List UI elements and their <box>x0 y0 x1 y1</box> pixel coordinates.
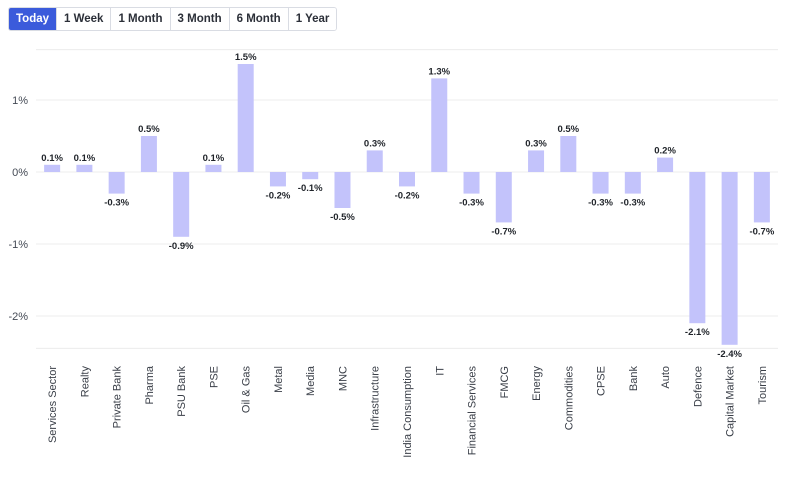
tab-3-month[interactable]: 3 Month <box>170 8 230 30</box>
data-label: 0.5% <box>138 124 160 135</box>
data-label: -0.1% <box>298 183 323 194</box>
data-label: -0.7% <box>491 226 516 237</box>
bar[interactable] <box>44 164 61 172</box>
bar[interactable] <box>495 172 512 223</box>
bar[interactable] <box>463 172 480 194</box>
data-label: 0.1% <box>41 153 63 164</box>
x-tick-label: PSU Bank <box>176 366 188 417</box>
y-tick-label: 1% <box>12 95 28 107</box>
tab-1-year[interactable]: 1 Year <box>288 8 337 30</box>
bar[interactable] <box>721 172 738 345</box>
x-tick-label: Private Bank <box>112 366 124 429</box>
y-tick-label: 0% <box>12 167 28 179</box>
bar[interactable] <box>657 157 674 172</box>
data-label: -2.4% <box>717 349 742 360</box>
data-label: 0.1% <box>203 153 225 164</box>
bar[interactable] <box>592 172 609 194</box>
bar[interactable] <box>334 172 351 208</box>
bar[interactable] <box>560 136 577 172</box>
data-label: -0.2% <box>395 190 420 201</box>
x-tick-label: Bank <box>628 366 640 392</box>
bar[interactable] <box>528 150 545 172</box>
tab-1-week[interactable]: 1 Week <box>57 8 112 30</box>
x-tick-label: Metal <box>273 366 285 393</box>
data-label: 1.5% <box>235 52 257 63</box>
bar[interactable] <box>173 172 190 237</box>
bar[interactable] <box>753 172 770 223</box>
x-tick-label: Financial Services <box>467 366 479 456</box>
x-tick-label: FMCG <box>499 366 511 398</box>
x-tick-label: MNC <box>337 366 349 391</box>
data-label: -0.3% <box>459 198 484 209</box>
y-axis-ticks: 1% 0% -1% -2% <box>8 95 28 323</box>
x-tick-label: Oil & Gas <box>241 366 253 414</box>
x-tick-label: Services Sector <box>47 366 59 443</box>
bar[interactable] <box>366 150 383 172</box>
y-tick-label: -1% <box>8 239 28 251</box>
bar[interactable] <box>205 164 222 172</box>
x-tick-label: IT <box>434 366 446 376</box>
x-tick-label: Pharma <box>144 365 156 404</box>
data-label: -0.3% <box>620 198 645 209</box>
bar[interactable] <box>399 172 415 187</box>
bar[interactable] <box>269 172 286 187</box>
x-axis-labels: Services Sector Realty Private Bank Pharma P… <box>47 365 769 458</box>
data-label: 0.3% <box>364 138 386 149</box>
tab-1-month[interactable]: 1 Month <box>111 8 171 30</box>
data-label: 0.3% <box>525 138 547 149</box>
x-tick-label: Realty <box>79 366 91 398</box>
data-label: -2.1% <box>685 327 710 338</box>
timeframe-tabs: Today 1 Week 1 Month 3 Month 6 Month 1 Y… <box>8 7 338 31</box>
data-label: 0.2% <box>654 146 676 157</box>
bar[interactable] <box>140 136 157 172</box>
data-label: -0.7% <box>749 226 774 237</box>
x-tick-label: Auto <box>660 366 672 389</box>
data-label: 0.5% <box>557 124 579 135</box>
bar[interactable] <box>431 78 448 172</box>
bar[interactable] <box>302 172 319 180</box>
x-tick-label: Tourism <box>757 366 769 405</box>
data-labels: 0.1% 0.1% -0.3% 0.5% -0.9% 0.1% 1.5% -0.2% -0.1%… <box>41 52 775 360</box>
data-label: -0.3% <box>588 198 613 209</box>
data-label: -0.2% <box>266 190 291 201</box>
x-tick-label: PSE <box>208 366 220 388</box>
x-tick-label: Capital Market <box>725 366 737 437</box>
x-tick-label: Energy <box>531 366 543 401</box>
data-label: -0.3% <box>104 198 129 209</box>
y-tick-label: -2% <box>8 311 28 323</box>
x-tick-label: Commodities <box>563 366 575 431</box>
data-label: 1.3% <box>428 66 450 77</box>
data-label: -0.5% <box>330 212 355 223</box>
x-tick-label: Infrastructure <box>370 366 382 431</box>
bar[interactable] <box>689 172 706 324</box>
bars <box>44 64 770 345</box>
x-tick-label: Media <box>305 365 317 396</box>
bar[interactable] <box>76 164 93 172</box>
x-tick-label: CPSE <box>596 366 608 396</box>
tab-today[interactable]: Today <box>9 8 58 30</box>
tab-6-month[interactable]: 6 Month <box>229 8 289 30</box>
x-tick-label: Defence <box>692 366 704 407</box>
data-label: 0.1% <box>74 153 96 164</box>
x-tick-label: India Consumption <box>402 366 414 458</box>
bar[interactable] <box>624 172 641 194</box>
bar[interactable] <box>108 172 125 194</box>
data-label: -0.9% <box>169 241 194 252</box>
bar[interactable] <box>237 64 254 172</box>
